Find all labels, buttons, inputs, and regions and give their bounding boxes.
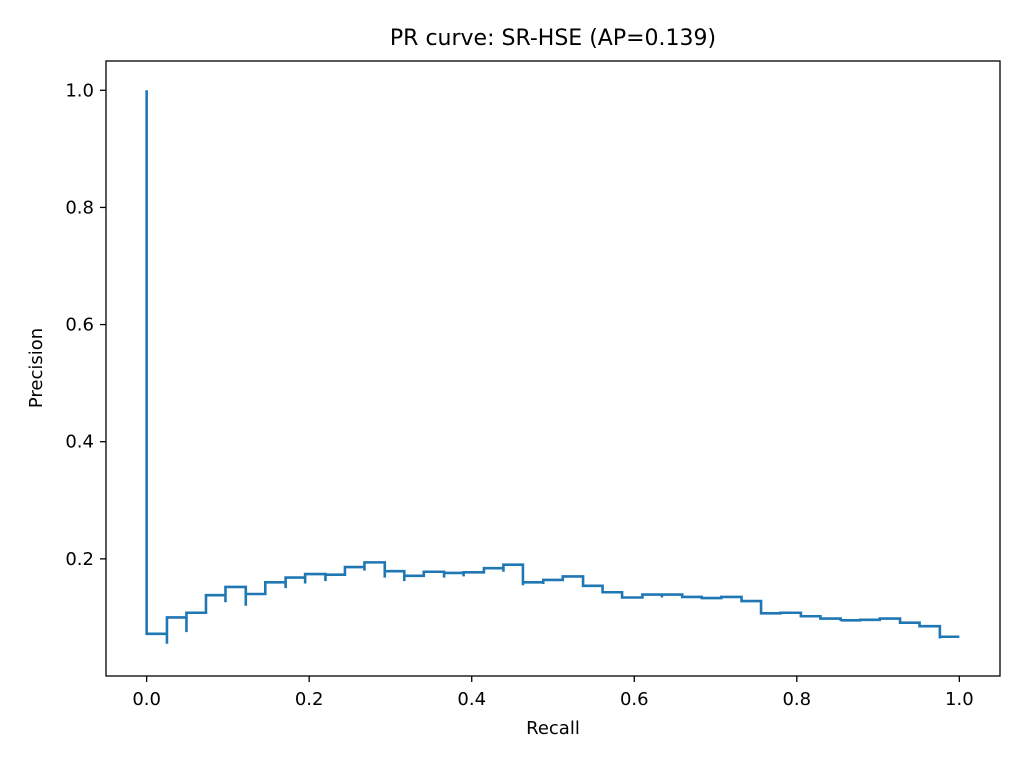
y-axis-label: Precision [26,328,47,408]
y-tick-label: 0.8 [65,197,94,218]
pr-curve-line [145,90,960,644]
x-tick-label: 0.6 [620,689,649,710]
plot-area-frame [105,60,1001,677]
x-tick-label: 0.8 [782,689,811,710]
x-tick-label: 0.2 [295,689,324,710]
y-tick-label: 0.6 [65,315,94,336]
x-tick-label: 1.0 [945,689,974,710]
x-tick-label: 0.0 [132,689,161,710]
chart-title: PR curve: SR-HSE (AP=0.139) [390,26,716,51]
x-axis-label: Recall [526,718,580,739]
y-tick-label: 1.0 [65,80,94,101]
y-tick-label: 0.4 [65,432,94,453]
axis-ticks: 0.0 0.2 0.4 0.6 0.8 1.0 0.2 0.4 0.6 0.8 1.0 [65,80,973,710]
y-tick-label: 0.2 [65,549,94,570]
x-tick-label: 0.4 [457,689,486,710]
